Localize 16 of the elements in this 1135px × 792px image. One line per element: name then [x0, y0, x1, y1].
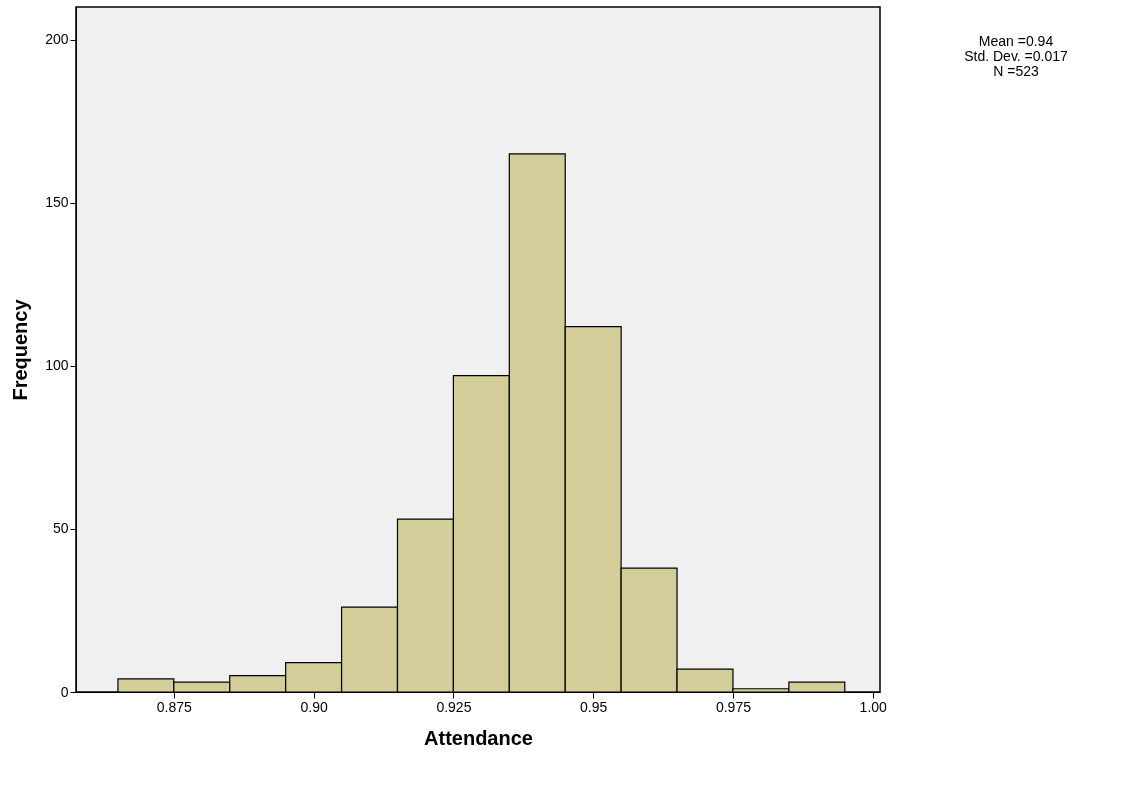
x-axis-title: Attendance	[424, 726, 533, 749]
x-tick-label: 0.925	[436, 698, 472, 715]
x-tick-label: 0.875	[156, 698, 193, 715]
y-tick-label: 0	[60, 683, 69, 700]
x-tick-label: 0.90	[300, 698, 328, 715]
text: N =523	[993, 63, 1039, 79]
text: Std. Dev. =0.017	[964, 48, 1069, 64]
text: Mean =0.94	[978, 33, 1054, 49]
x-tick-label: 0.975	[715, 698, 752, 715]
y-tick-label: 100	[45, 357, 69, 374]
y-tick-label: 200	[45, 31, 69, 48]
y-axis-title: Frequency	[9, 298, 32, 401]
x-tick-label: 0.95	[580, 698, 608, 715]
y-tick-label: 150	[45, 194, 69, 211]
y-tick-label: 50	[52, 520, 69, 537]
x-tick-label: 1.00	[859, 698, 888, 715]
